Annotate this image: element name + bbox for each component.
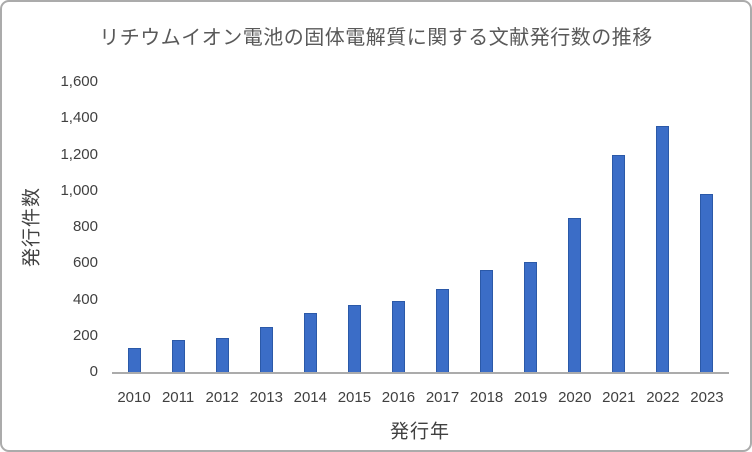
bar-2021 [612, 154, 626, 372]
x-tick-label-2014: 2014 [293, 389, 327, 406]
bar-2018 [480, 269, 494, 372]
y-tick-label-1000: 1,000 [60, 181, 98, 199]
x-tick-label-2021: 2021 [602, 389, 636, 406]
x-axis-line [112, 372, 729, 374]
x-tick-label-2016: 2016 [381, 389, 416, 406]
bar-2012 [215, 338, 229, 372]
x-tick-label-2019: 2019 [513, 389, 548, 406]
y-tick-label-400: 400 [72, 290, 98, 308]
y-tick-label-600: 600 [72, 254, 98, 272]
y-tick-label-800: 800 [72, 218, 98, 235]
x-tick-label-2013: 2013 [249, 389, 283, 406]
bar-2015 [347, 304, 361, 372]
bar-2014 [303, 313, 317, 372]
y-tick-label-0: 0 [89, 363, 98, 380]
x-tick-label-2020: 2020 [558, 389, 592, 406]
x-tick-label-2015: 2015 [337, 389, 372, 406]
bar-2011 [171, 340, 185, 372]
x-tick-label-2010: 2010 [117, 389, 151, 406]
bar-2013 [259, 326, 273, 372]
bar-2020 [568, 217, 582, 372]
x-tick-label-2011: 2011 [161, 389, 195, 406]
x-tick-label-2022: 2022 [646, 389, 680, 406]
bar-2017 [436, 288, 450, 372]
bar-2023 [700, 194, 714, 372]
x-tick-label-2017: 2017 [425, 389, 460, 406]
y-tick-label-1400: 1,400 [60, 109, 98, 127]
y-tick-label-1600: 1,600 [60, 73, 98, 90]
y-tick-label-1200: 1,200 [60, 145, 98, 163]
x-tick-label-2012: 2012 [205, 389, 239, 406]
bar-2016 [391, 301, 405, 372]
chart-title: リチウムイオン電池の固体電解質に関する文献発行数の推移 [99, 27, 653, 49]
bar-2010 [127, 348, 141, 372]
x-tick-label-2018: 2018 [469, 389, 504, 406]
bar-2019 [524, 262, 538, 372]
x-axis-title: 発行年 [389, 421, 451, 443]
y-tick-label-200: 200 [72, 326, 98, 344]
bar-2022 [656, 126, 670, 372]
x-tick-label-2023: 2023 [690, 389, 724, 406]
